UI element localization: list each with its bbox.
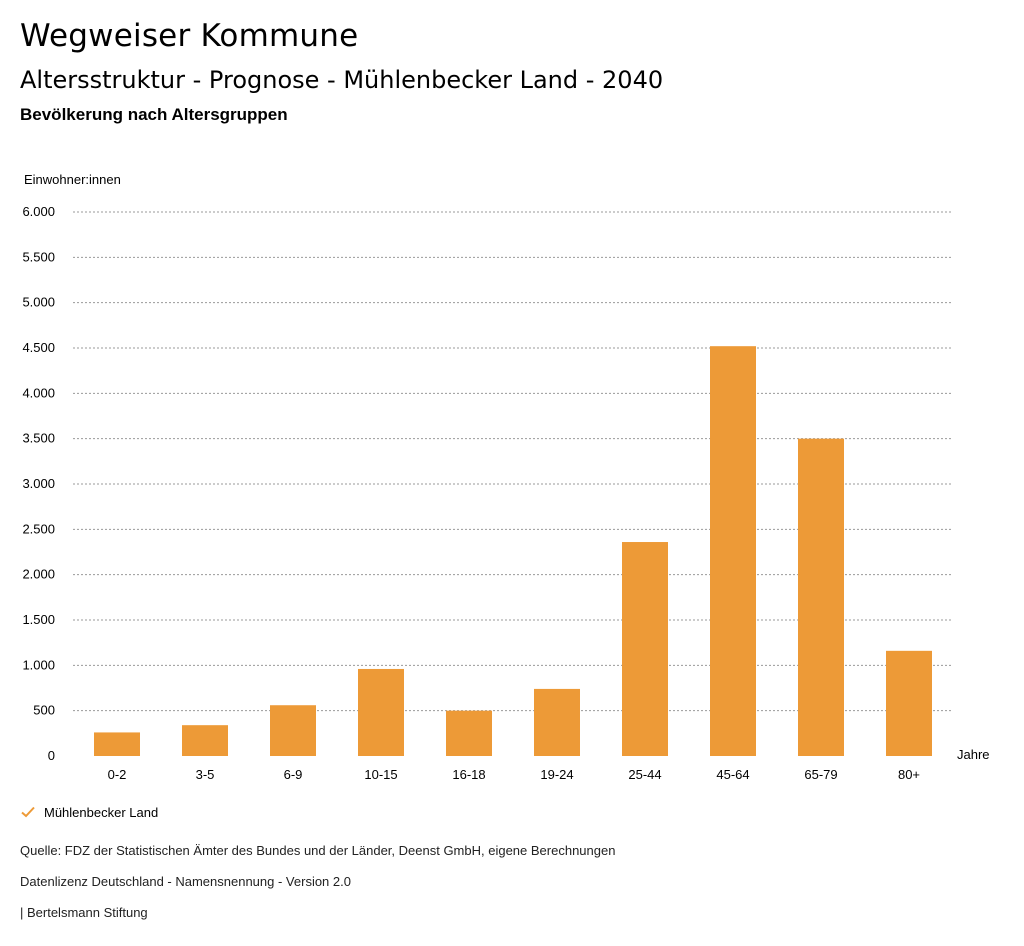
y-tick-label: 3.500 [22,431,55,446]
checkmark-icon [21,806,35,818]
x-tick-label: 80+ [898,767,920,782]
bar-25-44[interactable] [622,542,668,756]
y-tick-label: 5.000 [22,295,55,310]
bar-0-2[interactable] [94,732,140,756]
y-tick-label: 0 [48,748,55,763]
bar-65-79[interactable] [798,438,844,756]
source-note: Quelle: FDZ der Statistischen Ämter des … [20,843,616,858]
bar-19-24[interactable] [534,688,580,756]
bar-6-9[interactable] [270,705,316,756]
legend-label: Mühlenbecker Land [44,804,159,820]
y-tick-label: 5.500 [22,249,55,264]
y-tick-label: 2.500 [22,521,55,536]
y-tick-label: 500 [33,703,55,718]
credit-note: | Bertelsmann Stiftung [20,905,148,920]
y-tick-label: 6.000 [22,204,55,219]
bar-chart: Einwohner:innen Jahre 0 500 1.000 1.500 2.00… [22,172,990,782]
x-tick-label: 65-79 [804,767,837,782]
bar-16-18[interactable] [446,710,492,756]
bar-10-15[interactable] [358,668,404,756]
legend[interactable]: Mühlenbecker Land [20,804,158,820]
y-tick-label: 2.000 [22,567,55,582]
y-axis-label: Einwohner:innen [24,172,121,187]
y-tick-label: 3.000 [22,476,55,491]
y-tick-label: 1.000 [22,657,55,672]
x-tick-label: 45-64 [716,767,749,782]
x-tick-label: 25-44 [628,767,661,782]
bar-3-5[interactable] [182,725,228,756]
page-title: Wegweiser Kommune [20,18,359,54]
y-tick-label: 4.500 [22,340,55,355]
bar-45-64[interactable] [710,346,756,756]
y-tick-label: 1.500 [22,612,55,627]
chart-heading: Bevölkerung nach Altersgruppen [20,105,288,124]
x-tick-label: 6-9 [284,767,303,782]
license-note: Datenlizenz Deutschland - Namensnennung … [20,874,351,889]
x-tick-label: 3-5 [196,767,215,782]
x-tick-label: 10-15 [364,767,397,782]
x-tick-label: 0-2 [108,767,127,782]
x-tick-label: 19-24 [540,767,573,782]
bar-80+[interactable] [886,650,932,756]
x-axis-label: Jahre [957,747,990,762]
chart-subtitle: Altersstruktur - Prognose - Mühlenbecker… [20,66,664,94]
x-tick-label: 16-18 [452,767,485,782]
y-tick-label: 4.000 [22,385,55,400]
